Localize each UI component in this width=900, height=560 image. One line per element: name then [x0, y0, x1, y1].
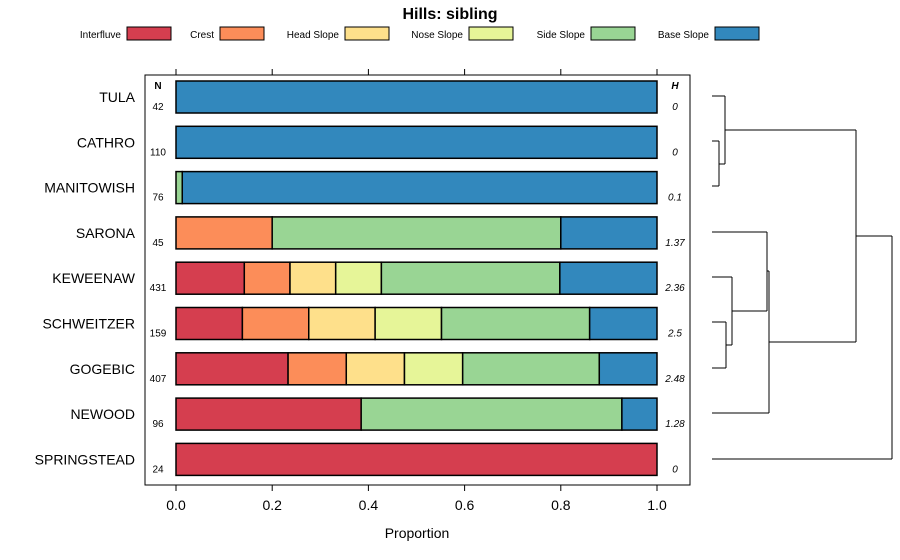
- bar-segment-base-slope: [175, 125, 658, 160]
- legend-swatch-base-slope: [714, 26, 760, 41]
- row-keweenaw: KEWEENAW 431 2.36: [52, 261, 685, 295]
- n-value: 45: [152, 238, 164, 249]
- row-springstead: SPRINGSTEAD 24 0: [35, 442, 678, 477]
- bar-segment-base-slope: [560, 216, 658, 250]
- h-value: 0: [672, 102, 678, 113]
- x-axis-label: Proportion: [385, 525, 450, 541]
- n-value: 76: [152, 193, 164, 204]
- legend-swatch-crest: [219, 26, 265, 41]
- n-value: 42: [152, 102, 164, 113]
- bar-segment-nose-slope: [374, 306, 443, 341]
- dendrogram-merge-tula-cathro-manitowish: [712, 95, 856, 187]
- h-value: 2.5: [667, 329, 682, 340]
- legend-label-interfluve: Interfluve: [80, 30, 122, 41]
- bar-segment-side-slope: [271, 216, 562, 250]
- n-value: 96: [152, 419, 164, 430]
- legend: Interfluve Crest Head Slope Nose Slope Side …: [80, 26, 760, 41]
- chart-title: Hills: sibling: [402, 6, 497, 23]
- category-label: TULA: [99, 89, 135, 105]
- bar-segment-crest: [287, 352, 348, 386]
- bar-segment-interfluve: [175, 306, 244, 341]
- row-cathro: CATHRO 110 0: [77, 125, 678, 160]
- x-tick-label: 0.0: [166, 497, 186, 513]
- h-value: 2.48: [664, 374, 685, 385]
- x-tick-label: 0.8: [551, 497, 571, 513]
- category-label: CATHRO: [77, 134, 135, 150]
- row-manitowish: MANITOWISH 76 0.1: [44, 170, 682, 205]
- dendrogram-merge-sarona-newood: [712, 231, 856, 414]
- bar-segment-head-slope: [308, 306, 376, 341]
- legend-label-base-slope: Base Slope: [658, 30, 710, 41]
- plot-area: [144, 74, 691, 486]
- bar-segment-base-slope: [588, 306, 658, 341]
- category-label: SCHWEITZER: [42, 316, 135, 332]
- category-label: KEWEENAW: [52, 270, 135, 286]
- bar-segment-base-slope: [598, 352, 658, 386]
- category-label: GOGEBIC: [70, 361, 135, 377]
- h-value: 2.36: [664, 283, 685, 294]
- category-label: SPRINGSTEAD: [35, 451, 135, 467]
- row-sarona: SARONA 45 1.37: [76, 216, 685, 250]
- h-value: 1.28: [665, 419, 685, 430]
- bar-segment-side-slope: [440, 306, 591, 341]
- row-gogebic: GOGEBIC 407 2.48: [70, 352, 685, 386]
- n-value: 159: [150, 329, 167, 340]
- h-column-header: H: [671, 81, 679, 92]
- dendrogram: [712, 95, 893, 460]
- legend-swatch-nose-slope: [468, 26, 514, 41]
- bar-segment-interfluve: [175, 442, 658, 477]
- bar-segment-base-slope: [181, 170, 658, 205]
- bar-segment-base-slope: [621, 397, 658, 431]
- h-value: 0: [672, 147, 678, 158]
- bar-segment-head-slope: [345, 352, 406, 386]
- legend-swatch-head-slope: [344, 26, 390, 41]
- legend-label-side-slope: Side Slope: [537, 30, 586, 41]
- n-value: 110: [150, 147, 166, 158]
- row-newood: NEWOOD 96 1.28: [70, 397, 685, 431]
- bar-segment-side-slope: [175, 170, 184, 205]
- bar-segment-interfluve: [175, 261, 246, 295]
- bar-segment-interfluve: [175, 352, 289, 386]
- x-axis: 0.0 0.2 0.4 0.6 0.8 1.0: [166, 69, 667, 513]
- bar-segment-crest: [175, 216, 273, 250]
- bar-segment-base-slope: [175, 80, 658, 114]
- bar-segment-nose-slope: [403, 352, 464, 386]
- bar-segment-crest: [243, 261, 291, 295]
- legend-label-nose-slope: Nose Slope: [411, 30, 463, 41]
- bar-segment-head-slope: [289, 261, 337, 295]
- bar-segment-base-slope: [559, 261, 658, 295]
- row-tula: TULA 42 0: [99, 80, 678, 114]
- x-tick-label: 0.4: [359, 497, 379, 513]
- category-label: NEWOOD: [70, 406, 135, 422]
- bar-segment-interfluve: [175, 397, 362, 431]
- legend-label-head-slope: Head Slope: [287, 30, 340, 41]
- h-value: 0.1: [668, 193, 682, 204]
- bar-segment-side-slope: [360, 397, 623, 431]
- dendrogram-merge-keweenaw-schweitzer-gogebic: [712, 276, 767, 369]
- legend-label-crest: Crest: [190, 30, 214, 41]
- bar-segment-nose-slope: [334, 261, 383, 295]
- bar-segment-side-slope: [461, 352, 601, 386]
- n-column-header: N: [154, 81, 161, 92]
- x-tick-label: 0.2: [262, 497, 282, 513]
- legend-swatch-side-slope: [590, 26, 636, 41]
- row-schweitzer: SCHWEITZER 159 2.5: [42, 306, 682, 341]
- h-value: 1.37: [665, 238, 685, 249]
- x-tick-label: 0.6: [455, 497, 475, 513]
- n-value: 24: [152, 464, 164, 475]
- n-value: 407: [150, 374, 167, 385]
- x-tick-label: 1.0: [647, 497, 667, 513]
- h-value: 0: [672, 464, 678, 475]
- bar-segment-crest: [241, 306, 310, 341]
- bar-segment-side-slope: [380, 261, 561, 295]
- bar-rows: TULA 42 0 CATHRO 110 0 MANITOWISH 76 0.1 SARONA 45…: [35, 80, 685, 477]
- dendrogram-merge-root: [712, 130, 893, 460]
- legend-swatch-interfluve: [126, 26, 172, 41]
- category-label: SARONA: [76, 225, 136, 241]
- n-value: 431: [150, 283, 167, 294]
- category-label: MANITOWISH: [44, 180, 135, 196]
